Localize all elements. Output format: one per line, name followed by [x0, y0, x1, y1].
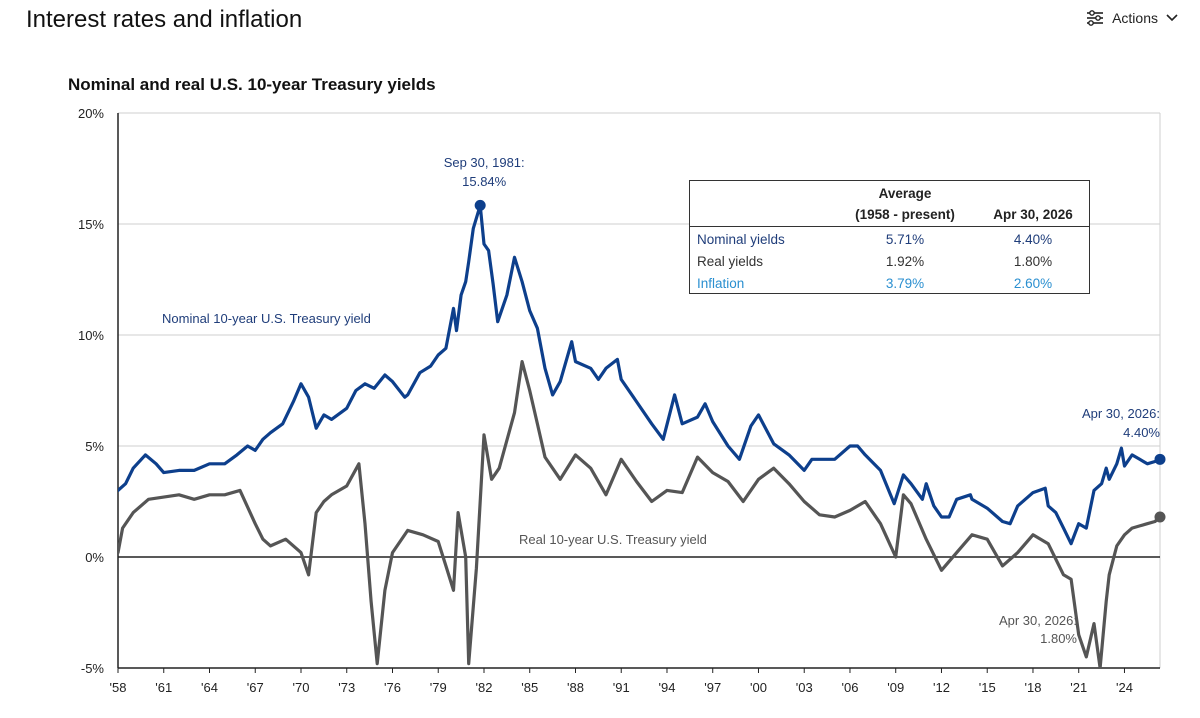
axes: 20% 15% 10% 5% 0% -5% '58 '61 '64 '67 '70 '73 '76 '79… [78, 106, 1160, 695]
sliders-icon [1087, 10, 1104, 26]
peak-marker [474, 199, 486, 211]
chart-title: Nominal and real U.S. 10-year Treasury y… [68, 75, 436, 94]
x-tick-label: '12 [933, 680, 950, 695]
x-tick-label: '00 [750, 680, 767, 695]
x-tick-label: '58 [110, 680, 127, 695]
table-row-real: Real yields 1.92% 1.80% [690, 251, 1089, 273]
x-tick-label: '91 [613, 680, 630, 695]
table-row-inflation: Inflation 3.79% 2.60% [690, 273, 1089, 295]
x-tick-label: '79 [430, 680, 447, 695]
row-average: 5.71% [885, 232, 925, 247]
y-tick-label: 10% [78, 328, 104, 343]
real-end-annotation-value: 1.80% [1040, 631, 1077, 646]
x-tick-label: '06 [842, 680, 859, 695]
x-tick-label: '67 [247, 680, 264, 695]
x-tick-label: '85 [521, 680, 538, 695]
real-end-marker [1154, 511, 1166, 523]
row-label: Real yields [697, 254, 764, 269]
y-tick-label: 5% [85, 439, 104, 454]
y-tick-label: -5% [81, 661, 105, 676]
peak-annotation-date: Sep 30, 1981: [444, 155, 525, 170]
row-label: Inflation [697, 276, 745, 291]
x-tick-label: '82 [476, 680, 493, 695]
row-label: Nominal yields [697, 232, 785, 247]
x-tick-label: '70 [293, 680, 310, 695]
chevron-down-icon [1166, 14, 1178, 22]
x-tick-label: '73 [338, 680, 355, 695]
x-tick-label: '61 [155, 680, 172, 695]
header-average: Average [878, 186, 932, 201]
header-current-date: Apr 30, 2026 [993, 207, 1073, 222]
real-series-label: Real 10-year U.S. Treasury yield [519, 532, 707, 547]
x-tick-label: '18 [1024, 680, 1041, 695]
annotations: Sep 30, 1981: 15.84% Apr 30, 2026: 4.40% Apr… [444, 155, 1166, 646]
real-yield-line [118, 360, 1160, 668]
real-end-annotation-date: Apr 30, 2026: [999, 613, 1077, 628]
nominal-end-annotation-value: 4.40% [1123, 425, 1160, 440]
nominal-yield-line [118, 203, 1160, 546]
nominal-series-label: Nominal 10-year U.S. Treasury yield [162, 311, 371, 326]
peak-annotation-value: 15.84% [462, 174, 507, 189]
x-tick-label: '88 [567, 680, 584, 695]
series-labels: Nominal 10-year U.S. Treasury yield Real… [162, 311, 707, 547]
page-title: Interest rates and inflation [26, 6, 303, 33]
x-tick-label: '94 [659, 680, 676, 695]
table-row-nominal: Nominal yields 5.71% 4.40% [690, 229, 1089, 251]
series-lines [118, 203, 1160, 668]
x-tick-label: '24 [1116, 680, 1133, 695]
summary-table: Average (1958 - present) Apr 30, 2026 No… [689, 180, 1090, 294]
x-tick-label: '15 [979, 680, 996, 695]
actions-label: Actions [1112, 10, 1158, 26]
row-current: 2.60% [1013, 276, 1053, 291]
nominal-end-marker [1154, 453, 1166, 465]
y-tick-label: 15% [78, 217, 104, 232]
y-tick-label: 20% [78, 106, 104, 121]
x-tick-label: '64 [201, 680, 218, 695]
x-tick-label: '76 [384, 680, 401, 695]
nominal-end-annotation-date: Apr 30, 2026: [1082, 406, 1160, 421]
row-current: 1.80% [1013, 254, 1053, 269]
row-current: 4.40% [1013, 232, 1053, 247]
x-tick-label: '97 [704, 680, 721, 695]
row-average: 1.92% [885, 254, 925, 269]
y-tick-label: 0% [85, 550, 104, 565]
x-tick-label: '03 [796, 680, 813, 695]
x-tick-label: '09 [887, 680, 904, 695]
actions-button[interactable]: Actions [1086, 10, 1178, 26]
x-tick-label: '21 [1070, 680, 1087, 695]
header-average-range: (1958 - present) [855, 207, 955, 222]
row-average: 3.79% [885, 276, 925, 291]
summary-table-header: Average (1958 - present) Apr 30, 2026 [690, 181, 1089, 227]
